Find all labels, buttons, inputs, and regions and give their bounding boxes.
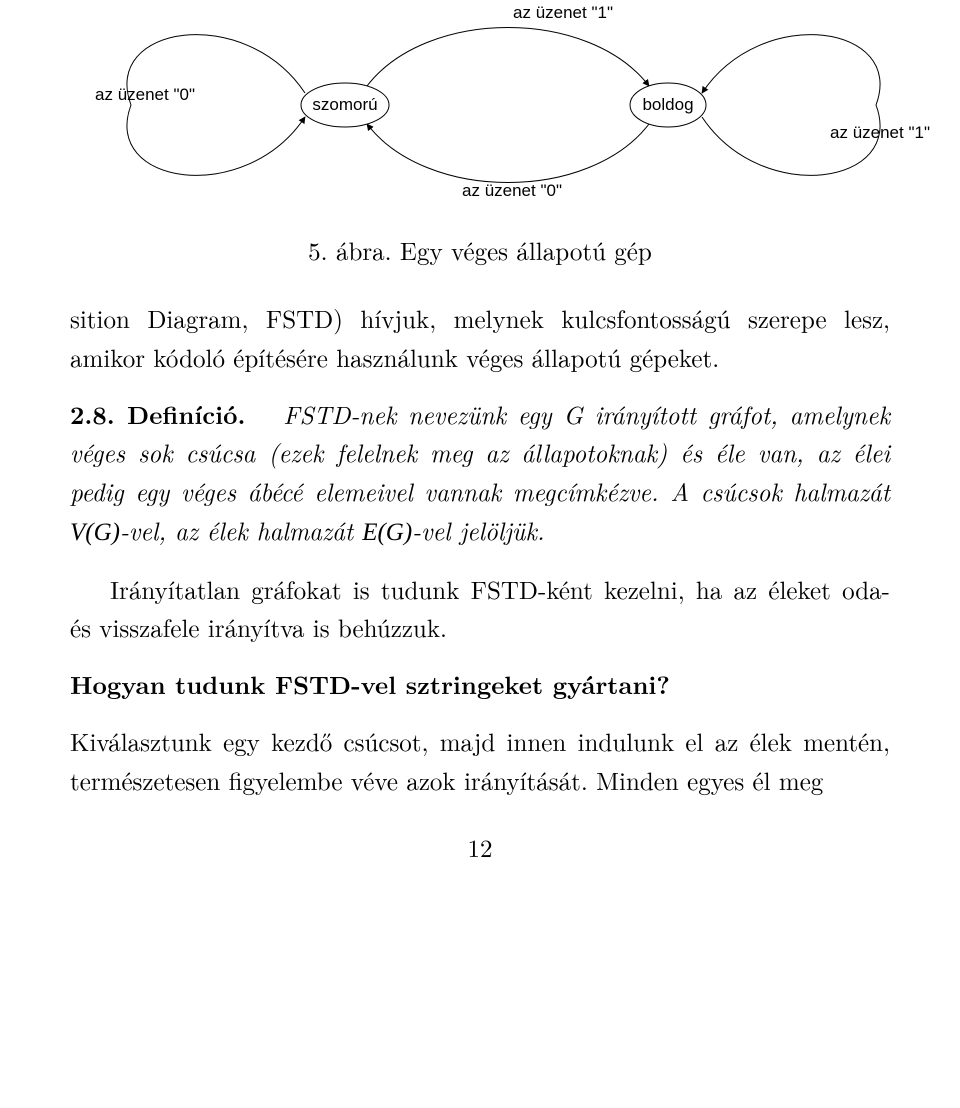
math-vg: V(G) — [70, 519, 120, 546]
heading-text: Hogyan tudunk FSTD-vel sztringeket gyárt… — [70, 667, 670, 702]
figure-caption: 5. ábra. Egy véges állapotú gép — [0, 233, 960, 268]
definition-body-c: -vel jelöljük. — [412, 513, 544, 548]
page-number: 12 — [0, 830, 960, 865]
paragraph-howto: Kiválasztunk egy kezdő csúcsot, majd inn… — [70, 723, 890, 801]
svg-text:az üzenet "0": az üzenet "0" — [462, 181, 562, 200]
page: az üzenet "0" az üzenet "1" az üzenet "1" a… — [0, 0, 960, 905]
definition-body-b: -vel, az élek halmazát — [120, 513, 362, 548]
fsm-svg: az üzenet "0" az üzenet "1" az üzenet "1" a… — [0, 0, 960, 210]
definition-head: 2.8. Definíció. — [70, 397, 245, 432]
definition-paragraph: 2.8. Definíció. FSTD-nek nevezünk egy G … — [70, 396, 890, 553]
svg-text:az üzenet "0": az üzenet "0" — [95, 85, 195, 104]
svg-text:az üzenet "1": az üzenet "1" — [513, 3, 613, 22]
state-diagram: az üzenet "0" az üzenet "1" az üzenet "1" a… — [0, 0, 960, 215]
math-eg: E(G) — [362, 519, 412, 546]
svg-text:az üzenet "1": az üzenet "1" — [830, 123, 930, 142]
paragraph-undirected: Irányítatlan gráfokat is tudunk FSTD-kén… — [70, 571, 890, 649]
svg-text:szomorú: szomorú — [312, 95, 377, 114]
svg-text:boldog: boldog — [642, 95, 693, 114]
paragraph-continuation: sition Diagram, FSTD) hívjuk, melynek ku… — [70, 300, 890, 378]
body-text: sition Diagram, FSTD) hívjuk, melynek ku… — [0, 300, 960, 800]
section-heading: Hogyan tudunk FSTD-vel sztringeket gyárt… — [70, 666, 890, 705]
